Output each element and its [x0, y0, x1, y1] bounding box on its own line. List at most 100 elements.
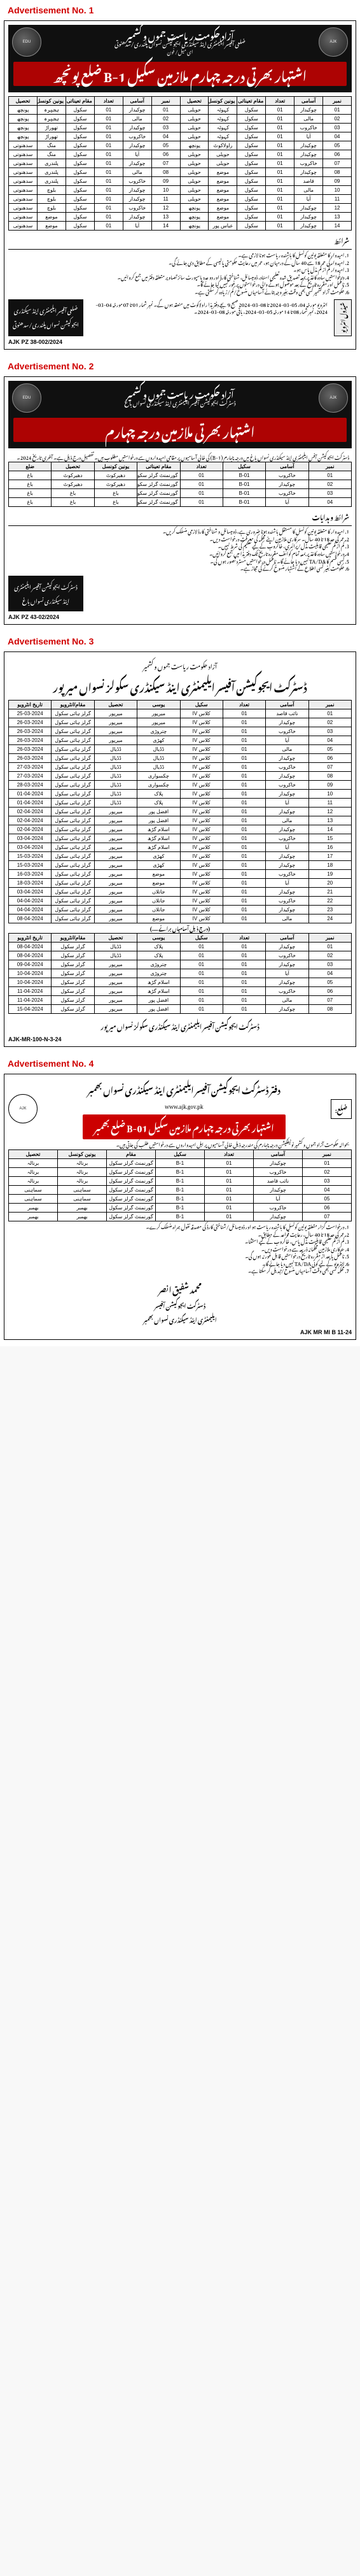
cell: میرپور: [94, 834, 137, 843]
col-header: تعداد: [205, 1149, 254, 1158]
cell: 01: [151, 106, 180, 115]
table-row: 07خاکروب01کلاس IVڈڈیالڈڈیالگرلز ہائی سکو…: [9, 762, 352, 771]
cell: 13: [151, 213, 180, 222]
cell: میرپور: [94, 851, 137, 860]
cell: تھوراڑ: [38, 132, 66, 141]
col-header: تحصیل: [94, 700, 137, 709]
cell: 28-03-2024: [9, 780, 52, 789]
table-row: 03خاکروب01سکولکہوٹہحویلی03چوکیدار01سکولت…: [9, 124, 352, 132]
cell: سکول: [66, 213, 94, 222]
cell: 06: [308, 987, 351, 996]
cell: 01: [266, 204, 294, 213]
cell: خاکروب: [266, 471, 308, 480]
table-row: 21چوکیدار01کلاس IVجاتلاںمیرپورگرلز ہائی …: [9, 887, 352, 896]
cell: گرلز ہائی سکول: [52, 718, 94, 727]
cell: گرلز سکول: [52, 987, 94, 996]
col-header: مقام تعیناتی: [66, 97, 94, 106]
cell: 08: [151, 168, 180, 177]
cell: 01: [223, 843, 265, 851]
cell: 02-04-2024: [9, 807, 52, 816]
cell: گرلز سکول: [52, 960, 94, 969]
cell: 10-04-2024: [9, 978, 52, 987]
cell: پونچھ: [9, 115, 38, 124]
cell: گورنمنٹ گرلز سکول: [107, 1167, 156, 1176]
col-header: سکیل: [180, 700, 223, 709]
cell: 01: [223, 969, 265, 978]
cell: 01: [266, 106, 294, 115]
cell: 26-03-2024: [9, 727, 52, 736]
cell: کلاس IV: [180, 905, 223, 914]
ad3-sub-h: (درج ذیل آسامیاں برائے ....): [8, 923, 352, 934]
cell: تھوراڑ: [38, 124, 66, 132]
cell: 01: [223, 727, 265, 736]
cell: 01: [223, 744, 265, 753]
col-header: ضلع: [9, 462, 52, 471]
cell: سماہنی: [58, 1194, 107, 1203]
cell: کلاس IV: [180, 825, 223, 834]
cell: 01: [223, 887, 265, 896]
ad1-schedule-text: انٹرویو مورخہ 04، 05-03-2024 تا 08-03-20…: [87, 299, 330, 336]
cell: کلاس IV: [180, 780, 223, 789]
ad4-wrap: ضلع: دفتر ڈسٹرکٹ ایجوکیشن آفیسر ایلیمنٹر…: [0, 1074, 360, 1346]
cell: آیا: [266, 969, 308, 978]
cell: گرلز ہائی سکول: [52, 789, 94, 798]
cell: 04: [308, 736, 351, 744]
govt-logo-icon: AJK: [319, 383, 348, 413]
cell: ڈڈیال: [137, 744, 180, 753]
table-row: 02خاکروب0101پلاکڈڈیالگرلز سکول08-04-2024: [9, 951, 352, 960]
cell: 06: [303, 1203, 352, 1212]
cell: سکول: [237, 106, 266, 115]
cell: گرلز ہائی سکول: [52, 851, 94, 860]
cell: سکول: [66, 204, 94, 213]
col-header: یونین کونسل: [209, 97, 237, 106]
cell: 01: [205, 1203, 254, 1212]
cell: جاتلاں: [137, 905, 180, 914]
cell: 12: [308, 807, 351, 816]
table-row: 13چوکیدار01سکولموضعپونچھ13چوکیدار01سکولم…: [9, 213, 352, 222]
cell: 01: [223, 718, 265, 727]
cell: ڈڈیال: [94, 753, 137, 762]
cell: میرپور: [94, 878, 137, 887]
cell: افضل پور: [137, 816, 180, 825]
cell: کلاس IV: [180, 860, 223, 869]
cell: 06: [323, 150, 352, 159]
cell: چوکیدار: [266, 960, 308, 969]
cell: پلاک: [137, 943, 180, 951]
cell: بلوچ: [38, 186, 66, 195]
cell: میرپور: [94, 914, 137, 923]
cell: 02: [308, 480, 351, 489]
cell: B-1: [156, 1203, 205, 1212]
cell: سدھنوتی: [9, 204, 38, 213]
cell: برنالہ: [9, 1176, 58, 1185]
table-row: 12چوکیدار01کلاس IVافضل پورمیرپورگرلز ہائ…: [9, 807, 352, 816]
cell: 01: [223, 1005, 265, 1014]
cell: دھیرکوٹ: [52, 480, 94, 489]
col-header: مقام/انٹرویو: [52, 700, 94, 709]
cell: حویلی: [180, 150, 209, 159]
cell: B-1: [156, 1167, 205, 1176]
cell: B-1: [156, 1185, 205, 1194]
cell: 04-04-2024: [9, 896, 52, 905]
cell: B-01: [223, 489, 265, 498]
cell: 10: [323, 186, 352, 195]
cell: موضع: [137, 869, 180, 878]
cell: حویلی: [180, 195, 209, 204]
cell: 01: [266, 168, 294, 177]
table-row: 03خاکروب01کلاس IVچتروڑیمیرپورگرلز ہائی س…: [9, 727, 352, 736]
cell: گرلز ہائی سکول: [52, 887, 94, 896]
cell: مالی: [266, 996, 308, 1005]
cell: 01: [266, 115, 294, 124]
table-row: 08چوکیدار01سکولموضعحویلی08مالی01سکولپلند…: [9, 168, 352, 177]
table-row: 14چوکیدار01سکولعباس پورپونچھ14آیا01سکولم…: [9, 222, 352, 231]
cell: 03: [303, 1176, 352, 1185]
cell: اسلام گڑھ: [137, 843, 180, 851]
cell: 10: [308, 789, 351, 798]
cell: برنالہ: [9, 1167, 58, 1176]
cell: آیا: [294, 132, 323, 141]
cell: 05: [151, 141, 180, 150]
cell: اسلام گڑھ: [137, 834, 180, 843]
cell: گرلز سکول: [52, 951, 94, 960]
cell: آیا: [254, 1194, 303, 1203]
cell: گورنمنٹ گرلز سکول: [107, 1194, 156, 1203]
cell: 01: [266, 124, 294, 132]
